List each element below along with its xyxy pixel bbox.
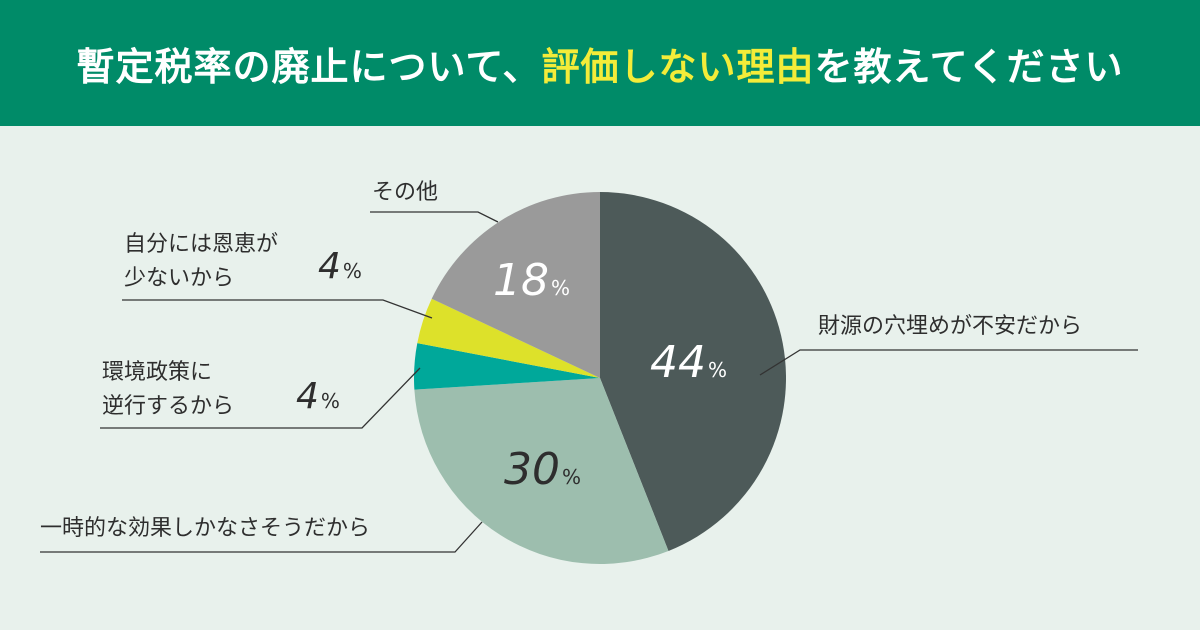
leader-line-sonota [370,211,499,223]
leader-line-jibun [122,299,433,319]
slice-sonota [431,192,600,378]
label-ichiji: 一時的な効果しかなさそうだから [40,516,371,541]
pct-jibun: 4% [318,246,362,287]
pct-ichiji: 30% [504,444,582,495]
header-bar: 暫定税率の廃止について、評価しない理由を教えてください [0,0,1200,126]
pct-sonota: 18% [493,255,571,306]
label-zaigen: 財源の穴埋めが不安だから [818,314,1083,339]
label-jibun: 自分には恩恵が 少ないから [124,228,278,296]
label-kankyo: 環境政策に 逆行するから [102,356,234,424]
slice-jibun [417,298,600,378]
label-kankyo-line1: 環境政策に [102,360,213,385]
leader-line-zaigen [759,349,1138,376]
label-kankyo-line2: 逆行するから [102,394,235,419]
slice-ichiji [414,378,669,564]
pct-zaigen: 44% [650,337,728,388]
leader-line-kankyo [100,367,421,429]
leader-lines [40,211,1138,553]
pct-kankyo: 4% [296,376,340,417]
title-text-before: 暫定税率の廃止について、 [76,44,542,89]
title-highlight: 評価しない理由 [541,44,815,89]
title-text-after: を教えてください [814,44,1124,89]
slice-zaigen [600,192,787,551]
label-sonota: その他 [372,180,439,205]
pie-slices [414,192,787,564]
slice-kankyo [414,343,600,390]
page-title: 暫定税率の廃止について、評価しない理由を教えてください [77,36,1124,91]
label-jibun-line1: 自分には恩恵が [124,232,279,257]
label-jibun-line2: 少ないから [124,266,235,291]
leader-line-ichiji [40,521,483,553]
